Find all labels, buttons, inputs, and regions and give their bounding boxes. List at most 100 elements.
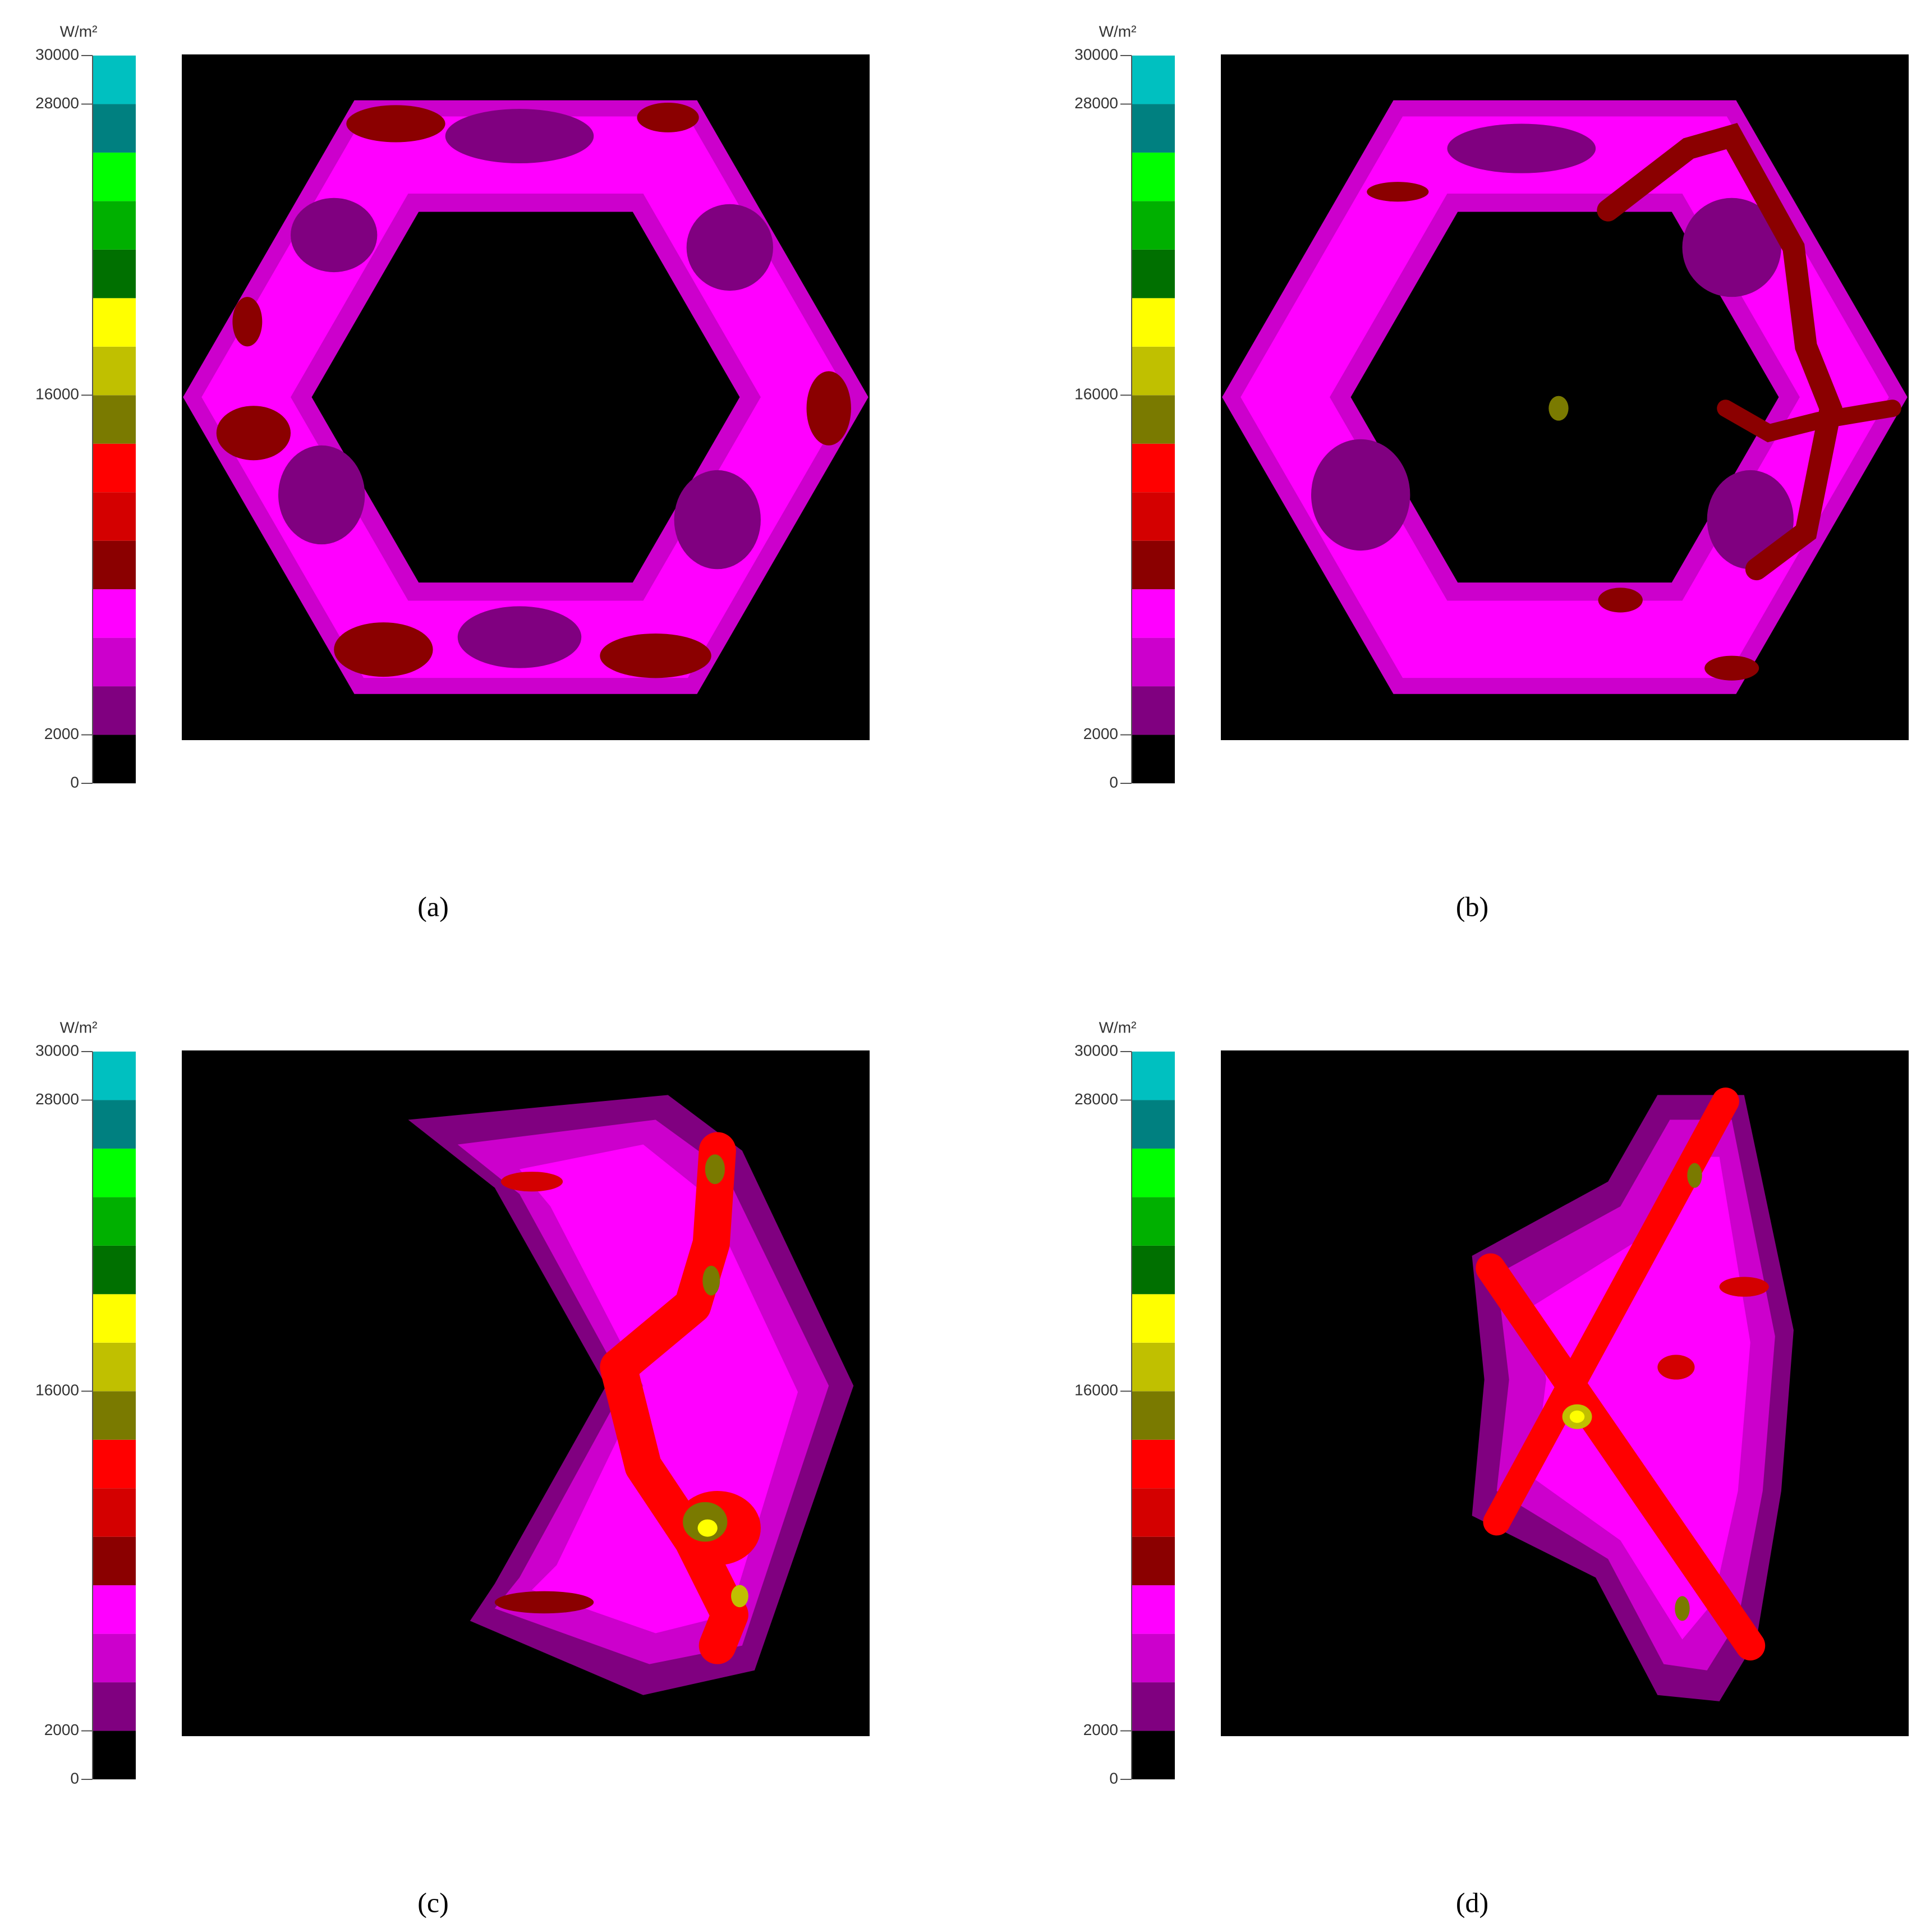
colorbar-band <box>93 1342 136 1392</box>
heat-region <box>346 105 445 143</box>
colorbar-band <box>1132 686 1175 735</box>
heat-region <box>705 1154 725 1185</box>
heat-region <box>494 1591 594 1614</box>
colorbar-tick-label: 2000 <box>1083 1721 1118 1738</box>
colorbar-band <box>1132 492 1175 541</box>
colorbar-band <box>93 1391 136 1440</box>
panel: W/m² 0 2000 16000 28000 30000 (c) <box>35 1018 870 1918</box>
colorbar-tick-label: 28000 <box>1074 94 1118 112</box>
heat-region <box>1476 1253 1766 1661</box>
colorbar-band <box>93 1536 136 1586</box>
colorbar-tick-label: 2000 <box>44 725 79 742</box>
colorbar-band <box>93 735 136 783</box>
colorbar-band <box>1132 1294 1175 1343</box>
heat-region <box>1548 396 1569 421</box>
colorbar-tick-label: 30000 <box>1074 45 1118 63</box>
colorbar-unit: W/m² <box>1099 22 1137 40</box>
heat-region <box>1483 1087 1739 1536</box>
colorbar-band <box>93 249 136 299</box>
colorbar-band <box>93 540 136 590</box>
heat-region <box>1311 439 1410 551</box>
colorbar-band <box>1132 540 1175 590</box>
colorbar-band <box>1132 346 1175 396</box>
colorbar-band <box>93 1148 136 1197</box>
colorbar-band <box>1132 589 1175 638</box>
panel: W/m² 0 2000 16000 28000 30000 (d) <box>1074 1018 1909 1918</box>
heat-region <box>457 606 582 668</box>
panel-label: (c) <box>417 1887 449 1918</box>
colorbar-tick-label: 0 <box>70 773 79 791</box>
colorbar-tick-label: 16000 <box>1074 386 1118 403</box>
heat-region <box>702 1265 720 1296</box>
colorbar-band <box>1132 1148 1175 1197</box>
heat-region <box>334 622 433 677</box>
colorbar-band <box>93 346 136 396</box>
heat-region <box>500 1172 563 1192</box>
heat-region <box>1597 123 1842 581</box>
heat-region <box>1687 1163 1702 1188</box>
colorbar-band <box>1132 1245 1175 1295</box>
colorbar-tick-label: 16000 <box>35 1382 79 1399</box>
colorbar-band <box>1132 1100 1175 1149</box>
colorbar-band <box>93 152 136 201</box>
colorbar-band <box>93 1439 136 1489</box>
colorbar-band <box>93 1585 136 1634</box>
heat-region <box>1717 400 1901 443</box>
heat-region <box>731 1585 748 1608</box>
colorbar-band <box>93 56 136 104</box>
colorbar-band <box>1132 1342 1175 1392</box>
panel: W/m² 0 2000 16000 28000 30000 (a) <box>35 22 870 922</box>
heat-region <box>600 633 711 678</box>
heatmap-field <box>1222 100 1908 694</box>
heat-region <box>278 445 365 545</box>
colorbar-band <box>1132 104 1175 153</box>
heat-region <box>1569 1410 1585 1423</box>
colorbar-band <box>1132 637 1175 687</box>
heat-region <box>1447 123 1596 173</box>
heat-region <box>1533 1157 1750 1640</box>
heatmap-field <box>408 1095 854 1695</box>
colorbar-tick-label: 28000 <box>35 1090 79 1108</box>
colorbar-tick-label: 2000 <box>1083 725 1118 742</box>
colorbar-band <box>93 1294 136 1343</box>
heat-region <box>686 204 773 291</box>
colorbar-band <box>1132 152 1175 201</box>
colorbar-band <box>1132 735 1175 783</box>
colorbar-band <box>93 1197 136 1246</box>
heat-region <box>1598 588 1643 613</box>
panel-label: (a) <box>417 891 449 922</box>
colorbar-band <box>93 1633 136 1683</box>
colorbar-band <box>93 1100 136 1149</box>
colorbar-band <box>93 637 136 687</box>
colorbar-band <box>93 1488 136 1537</box>
colorbar-band <box>93 1245 136 1295</box>
heat-region <box>1657 1355 1695 1380</box>
heat-region <box>232 297 263 347</box>
heat-region <box>445 109 594 164</box>
colorbar-band <box>1132 1682 1175 1731</box>
colorbar-tick-label: 28000 <box>1074 1090 1118 1108</box>
colorbar-band <box>93 395 136 444</box>
colorbar-band <box>1132 1197 1175 1246</box>
panel-label: (b) <box>1456 891 1488 922</box>
heat-region <box>1367 182 1429 202</box>
colorbar-band <box>1132 1536 1175 1586</box>
colorbar-tick-label: 30000 <box>35 1041 79 1059</box>
colorbar-tick-label: 30000 <box>1074 1041 1118 1059</box>
colorbar-band <box>1132 1731 1175 1779</box>
colorbar-band <box>1132 56 1175 104</box>
heatmap-field <box>1472 1087 1794 1701</box>
colorbar-band <box>93 686 136 735</box>
colorbar-band <box>93 1682 136 1731</box>
heat-region <box>1682 198 1781 297</box>
colorbar-tick-label: 16000 <box>1074 1382 1118 1399</box>
colorbar-band <box>93 1052 136 1100</box>
colorbar-tick-label: 0 <box>1109 1769 1118 1787</box>
colorbar-band <box>1132 249 1175 299</box>
colorbar-band <box>93 1731 136 1779</box>
heat-region <box>806 371 851 446</box>
colorbar-band <box>1132 1488 1175 1537</box>
colorbar-band <box>1132 1391 1175 1440</box>
